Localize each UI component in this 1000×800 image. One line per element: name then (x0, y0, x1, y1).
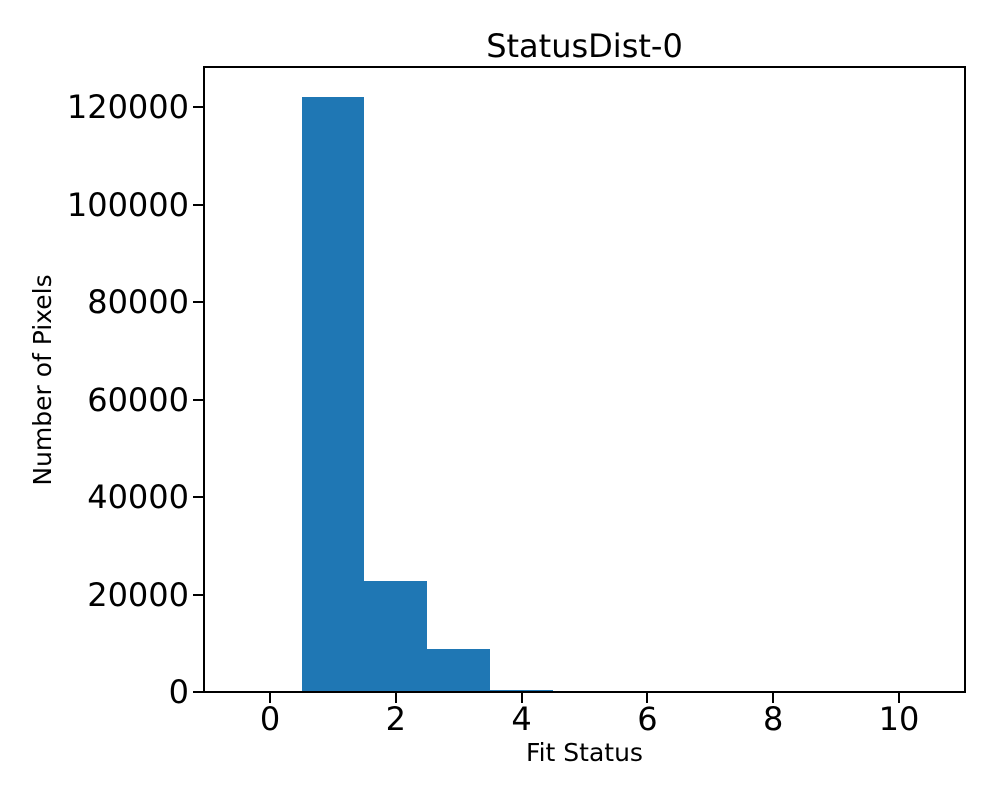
y-tick-mark (193, 301, 203, 303)
y-tick-label: 20000 (87, 575, 189, 614)
y-tick-mark (193, 593, 203, 596)
x-tick-mark (269, 693, 271, 703)
x-tick-label: 6 (637, 700, 658, 738)
x-tick-mark (394, 693, 397, 703)
y-tick-mark (193, 398, 203, 401)
y-tick-label: 60000 (87, 380, 189, 419)
y-tick-mark (193, 496, 203, 498)
x-tick-label: 4 (511, 700, 532, 738)
y-tick-label: 100000 (66, 185, 189, 224)
x-tick-label: 0 (259, 700, 281, 738)
x-tick-mark (772, 693, 775, 703)
x-tick-mark (898, 693, 900, 703)
y-tick-label: 80000 (87, 283, 189, 321)
y-axis-label: Number of Pixels (28, 274, 57, 486)
y-tick-mark (193, 106, 203, 108)
x-axis-label: Fit Status (526, 738, 643, 767)
x-tick-label: 8 (763, 700, 784, 738)
x-tick-mark (520, 693, 523, 703)
y-tick-label: 120000 (66, 88, 189, 126)
y-tick-mark (193, 203, 203, 206)
x-tick-label: 2 (385, 700, 406, 738)
chart-title: StatusDist-0 (486, 27, 683, 65)
histogram-bar (364, 580, 428, 692)
histogram-bar (427, 649, 491, 692)
y-tick-mark (193, 691, 203, 693)
x-tick-mark (646, 693, 649, 703)
y-tick-label: 0 (168, 673, 189, 711)
x-tick-label: 10 (878, 700, 920, 738)
histogram-bar (490, 689, 554, 692)
y-tick-label: 40000 (87, 478, 189, 516)
histogram-bar (301, 97, 365, 692)
